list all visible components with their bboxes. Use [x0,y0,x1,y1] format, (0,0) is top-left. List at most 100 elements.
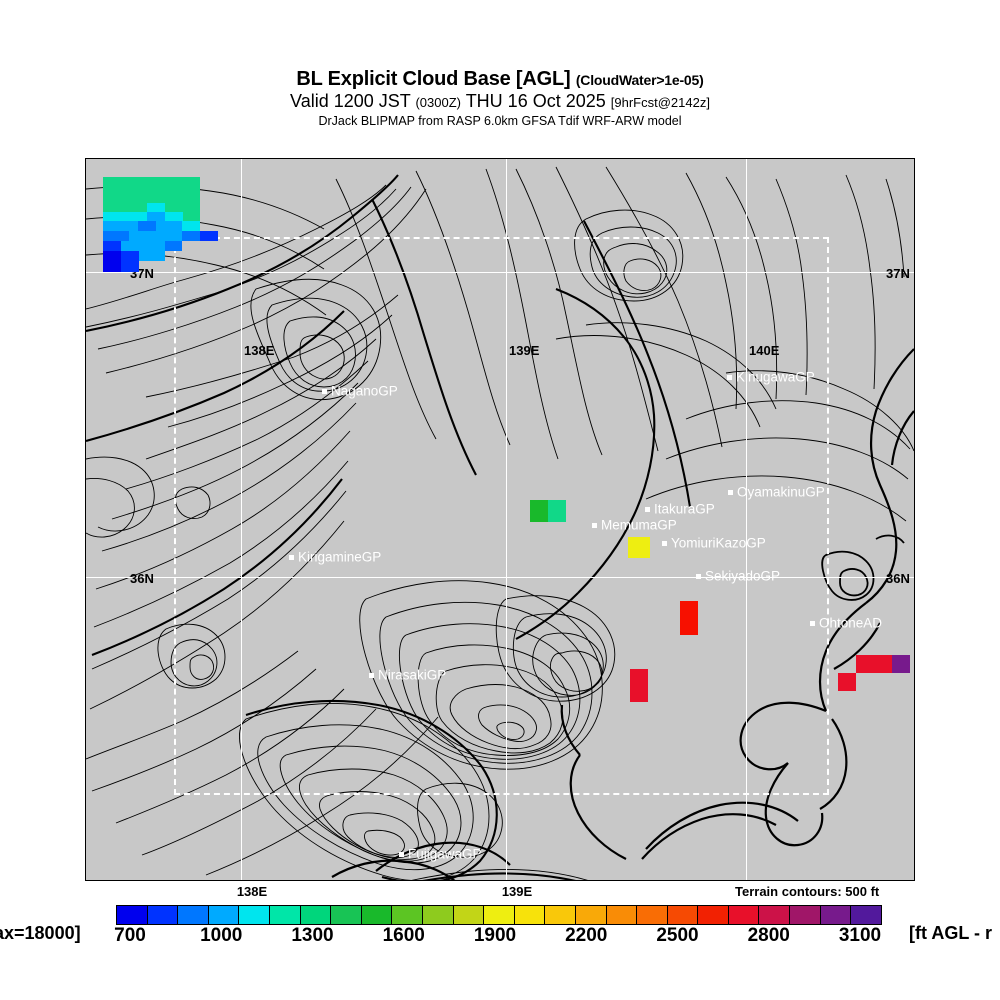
cloudbase-cell [856,655,892,673]
station-marker[interactable]: NaganoGP [322,383,398,399]
lat-gridline-37n [86,272,914,273]
colorbar-segment [392,906,423,924]
colorbar[interactable] [116,905,882,925]
lon-gridline-138e [241,159,242,880]
station-dot-icon [662,540,667,546]
cloudbase-cell [628,537,650,558]
cloudbase-cell [164,231,182,241]
cloudbase-cell [147,203,156,212]
colorbar-right-text: [ft AGL - r [909,923,992,943]
cloudbase-cell [200,231,218,241]
axis-lon-label-139e: 139E [501,884,533,899]
cloudbase-cell [103,241,121,251]
colorbar-tick-label: 1300 [291,925,334,946]
cloudbase-cell [183,203,200,212]
colorbar-segment [637,906,668,924]
station-marker[interactable]: YomiuriKazoGP [662,536,766,550]
cloudbase-cell [103,221,129,231]
colorbar-segment [575,906,607,924]
axis-lon-label-138e: 138E [236,884,268,899]
valid-date: THU 16 Oct 2025 [465,91,606,111]
station-label: OhtoneAD [819,615,883,631]
station-dot-icon [289,554,294,560]
colorbar-segment [545,906,576,924]
station-marker[interactable]: MemumaGP [592,517,677,533]
valid-utc: (0300Z) [415,95,461,110]
station-label: SekiyadoGP [705,568,781,584]
colorbar-segment [698,906,729,924]
station-marker[interactable]: NirasakiGP [369,668,446,682]
station-label: NaganoGP [331,383,398,399]
cloudbase-cell [680,601,698,635]
cloudbase-cell [892,655,910,673]
lon-label-139e: 139E [509,343,540,358]
colorbar-left-text: ax=18000] [0,923,81,943]
cloudbase-cell [103,177,200,203]
lat-label-36n-left: 36N [130,571,154,586]
cloudbase-cell [548,500,566,522]
cloudbase-cell [129,221,138,231]
cloudbase-cell [138,203,147,212]
station-marker[interactable]: KinugawaGP [727,369,815,385]
station-label: KinugawaGP [736,369,815,385]
map-canvas[interactable]: 138E 139E 140E 37N 37N 36N 36N NaganoGP K… [86,159,914,880]
map-frame[interactable]: 138E 139E 140E 37N 37N 36N 36N NaganoGP K… [85,158,915,881]
colorbar-segment [820,906,852,924]
terrain-contours [86,166,914,880]
colorbar-segment [117,906,148,924]
colorbar-tick-label: 1600 [382,925,425,946]
colorbar-segment [331,906,362,924]
colorbar-tick-label: 700 [114,925,146,946]
colorbar-segment [514,906,546,924]
colorbar-tick-label: 2500 [656,925,699,946]
station-marker[interactable]: OyamakinuGP [728,484,825,500]
colorbar-tick-label: 1900 [473,925,517,946]
colorbar-segment [269,906,301,924]
station-dot-icon [727,374,732,380]
station-marker[interactable]: ItakuraGP [645,502,715,516]
station-label: MemumaGP [601,517,677,533]
cloudbase-cell [129,231,164,241]
cloudbase-cell [138,212,147,221]
valid-time-line: Valid 1200 JST (0300Z) THU 16 Oct 2025 [… [0,91,1000,113]
colorbar-segment [178,906,209,924]
cloudbase-cell [156,221,182,231]
station-dot-icon [728,489,733,495]
cloudbase-cell [103,231,129,241]
station-dot-icon [696,573,701,579]
cloudbase-cell [630,669,648,702]
station-marker[interactable]: KirigamineGP [289,550,381,564]
cloudbase-cell [121,261,139,272]
colorbar-segment [422,906,454,924]
valid-forecast-age: [9hrFcst@2142z] [610,95,710,110]
colorbar-tick-labels: 700 1000 1300 1600 1900 2200 2500 2800 3100 [114,925,882,951]
lat-label-36n-right: 36N [886,571,910,586]
cloudbase-cell [165,212,174,221]
valid-prefix: Valid 1200 JST [290,91,411,111]
cloudbase-cell [121,241,165,251]
station-marker[interactable]: OhtoneAD [810,615,883,631]
title-block: BL Explicit Cloud Base [AGL] (CloudWater… [0,68,1000,129]
cloudbase-cell [103,251,121,261]
station-label: OyamakinuGP [737,484,825,500]
colorbar-segment [606,906,638,924]
cloudbase-cell [182,231,200,241]
station-marker[interactable]: SekiyadoGP [696,568,781,584]
cloudbase-cell [138,221,156,231]
cloudbase-cell [156,203,165,212]
colorbar-tick-label: 2200 [565,925,608,946]
colorbar-segment [667,906,699,924]
cloudbase-cell [165,241,182,251]
cloudbase-cell [182,221,200,231]
cloudbase-cell [121,251,139,261]
cloudbase-cell [838,673,856,691]
station-marker[interactable]: FujigawaGP [399,846,482,862]
cloudbase-cell [120,203,138,212]
model-domain-box [174,237,829,795]
colorbar-segment [208,906,240,924]
colorbar-segment [728,906,760,924]
cloudbase-cell [103,261,121,272]
colorbar-segment [453,906,485,924]
colorbar-segment [759,906,791,924]
station-label: FujigawaGP [408,846,482,862]
